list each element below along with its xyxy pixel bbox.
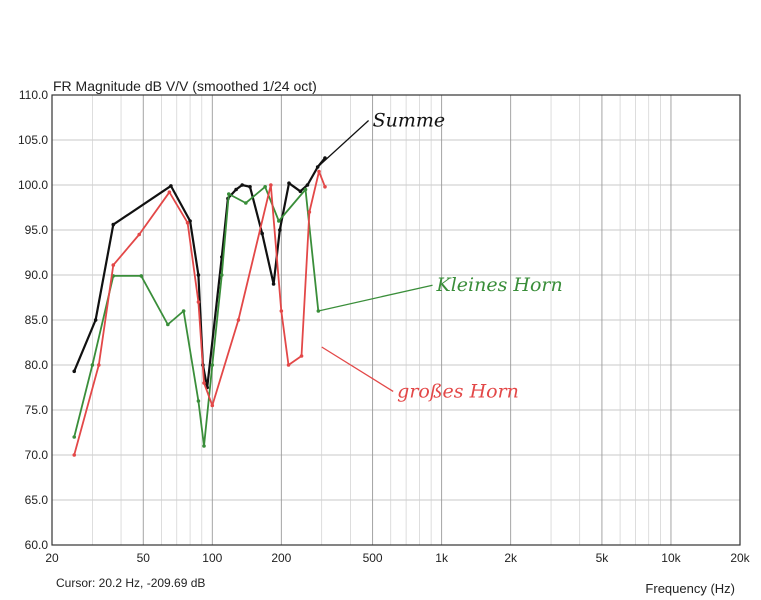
data-point — [185, 221, 190, 225]
x-tick-label: 5k — [596, 551, 610, 565]
y-tick-label: 70.0 — [25, 448, 49, 462]
x-tick-label: 20 — [45, 551, 59, 565]
data-point — [137, 232, 141, 237]
chart-title: FR Magnitude dB V/V (smoothed 1/24 oct) — [53, 78, 317, 94]
data-point — [317, 169, 321, 174]
data-point — [202, 444, 206, 448]
x-axis-label: Frequency (Hz) — [645, 581, 735, 596]
y-tick-label: 90.0 — [25, 268, 49, 282]
data-series — [72, 156, 327, 457]
data-point — [240, 183, 244, 187]
data-point — [226, 192, 231, 196]
data-point — [139, 274, 144, 278]
y-tick-label: 75.0 — [25, 403, 49, 417]
data-point — [210, 403, 215, 408]
data-point — [72, 369, 77, 374]
data-point — [196, 399, 201, 403]
tick-labels: 60.0 65.0 70.0 75.0 80.0 85.0 90.0 95.0 100.0 105… — [18, 88, 751, 565]
annotation-label: Kleines Horn — [436, 274, 563, 296]
data-point — [219, 273, 224, 277]
annotation-label: Summe — [373, 110, 446, 132]
x-tick-label: 500 — [363, 551, 383, 565]
data-point — [111, 222, 116, 227]
data-point — [260, 231, 264, 236]
x-tick-label: 10k — [661, 551, 681, 565]
data-point — [97, 363, 101, 367]
data-point — [244, 201, 248, 205]
data-point — [277, 219, 281, 223]
data-point — [305, 183, 310, 187]
data-point — [166, 322, 170, 327]
y-tick-label: 105.0 — [18, 133, 48, 147]
data-point — [307, 210, 312, 214]
data-point — [279, 309, 284, 313]
y-tick-label: 65.0 — [25, 493, 49, 507]
data-point — [248, 185, 252, 189]
annotation-leader — [321, 346, 394, 392]
data-point — [271, 282, 276, 286]
data-point — [202, 381, 206, 385]
x-tick-label: 1k — [435, 551, 449, 565]
annotation-leader — [318, 284, 433, 312]
data-point — [287, 181, 291, 185]
data-point — [278, 228, 282, 232]
data-point — [286, 363, 291, 367]
x-tick-label: 200 — [271, 551, 291, 565]
data-point — [167, 190, 172, 194]
data-point — [90, 363, 95, 367]
y-tick-label: 60.0 — [25, 538, 49, 552]
data-point — [72, 435, 77, 439]
data-point — [210, 363, 215, 367]
x-tick-label: 2k — [504, 551, 518, 565]
data-point — [196, 273, 201, 277]
x-tick-label: 100 — [202, 551, 222, 565]
data-point — [236, 318, 241, 322]
data-point — [93, 318, 98, 322]
data-point — [263, 185, 267, 189]
annotation-leader — [317, 120, 370, 168]
annotation-label: großes Horn — [397, 380, 519, 402]
plot-frame — [51, 94, 741, 546]
data-point — [181, 309, 186, 313]
data-point — [299, 354, 304, 358]
y-tick-label: 100.0 — [18, 178, 48, 192]
y-tick-label: 80.0 — [25, 358, 49, 372]
data-point — [188, 219, 192, 223]
data-point — [323, 185, 327, 189]
x-tick-label: 50 — [137, 551, 151, 565]
data-point — [72, 453, 77, 457]
x-tick-label: 20k — [730, 551, 750, 565]
cursor-readout: Cursor: 20.2 Hz, -209.69 dB — [56, 576, 205, 590]
data-point — [269, 183, 273, 187]
y-tick-label: 110.0 — [19, 88, 48, 102]
y-tick-label: 95.0 — [25, 223, 49, 237]
data-point — [234, 187, 238, 192]
data-point — [169, 184, 173, 188]
data-point — [196, 300, 201, 304]
annotations: Summe Kleines Horn großes Horn — [317, 110, 563, 402]
data-point — [111, 263, 116, 267]
data-point — [303, 187, 308, 192]
y-tick-label: 85.0 — [25, 313, 49, 327]
data-point — [298, 189, 303, 194]
